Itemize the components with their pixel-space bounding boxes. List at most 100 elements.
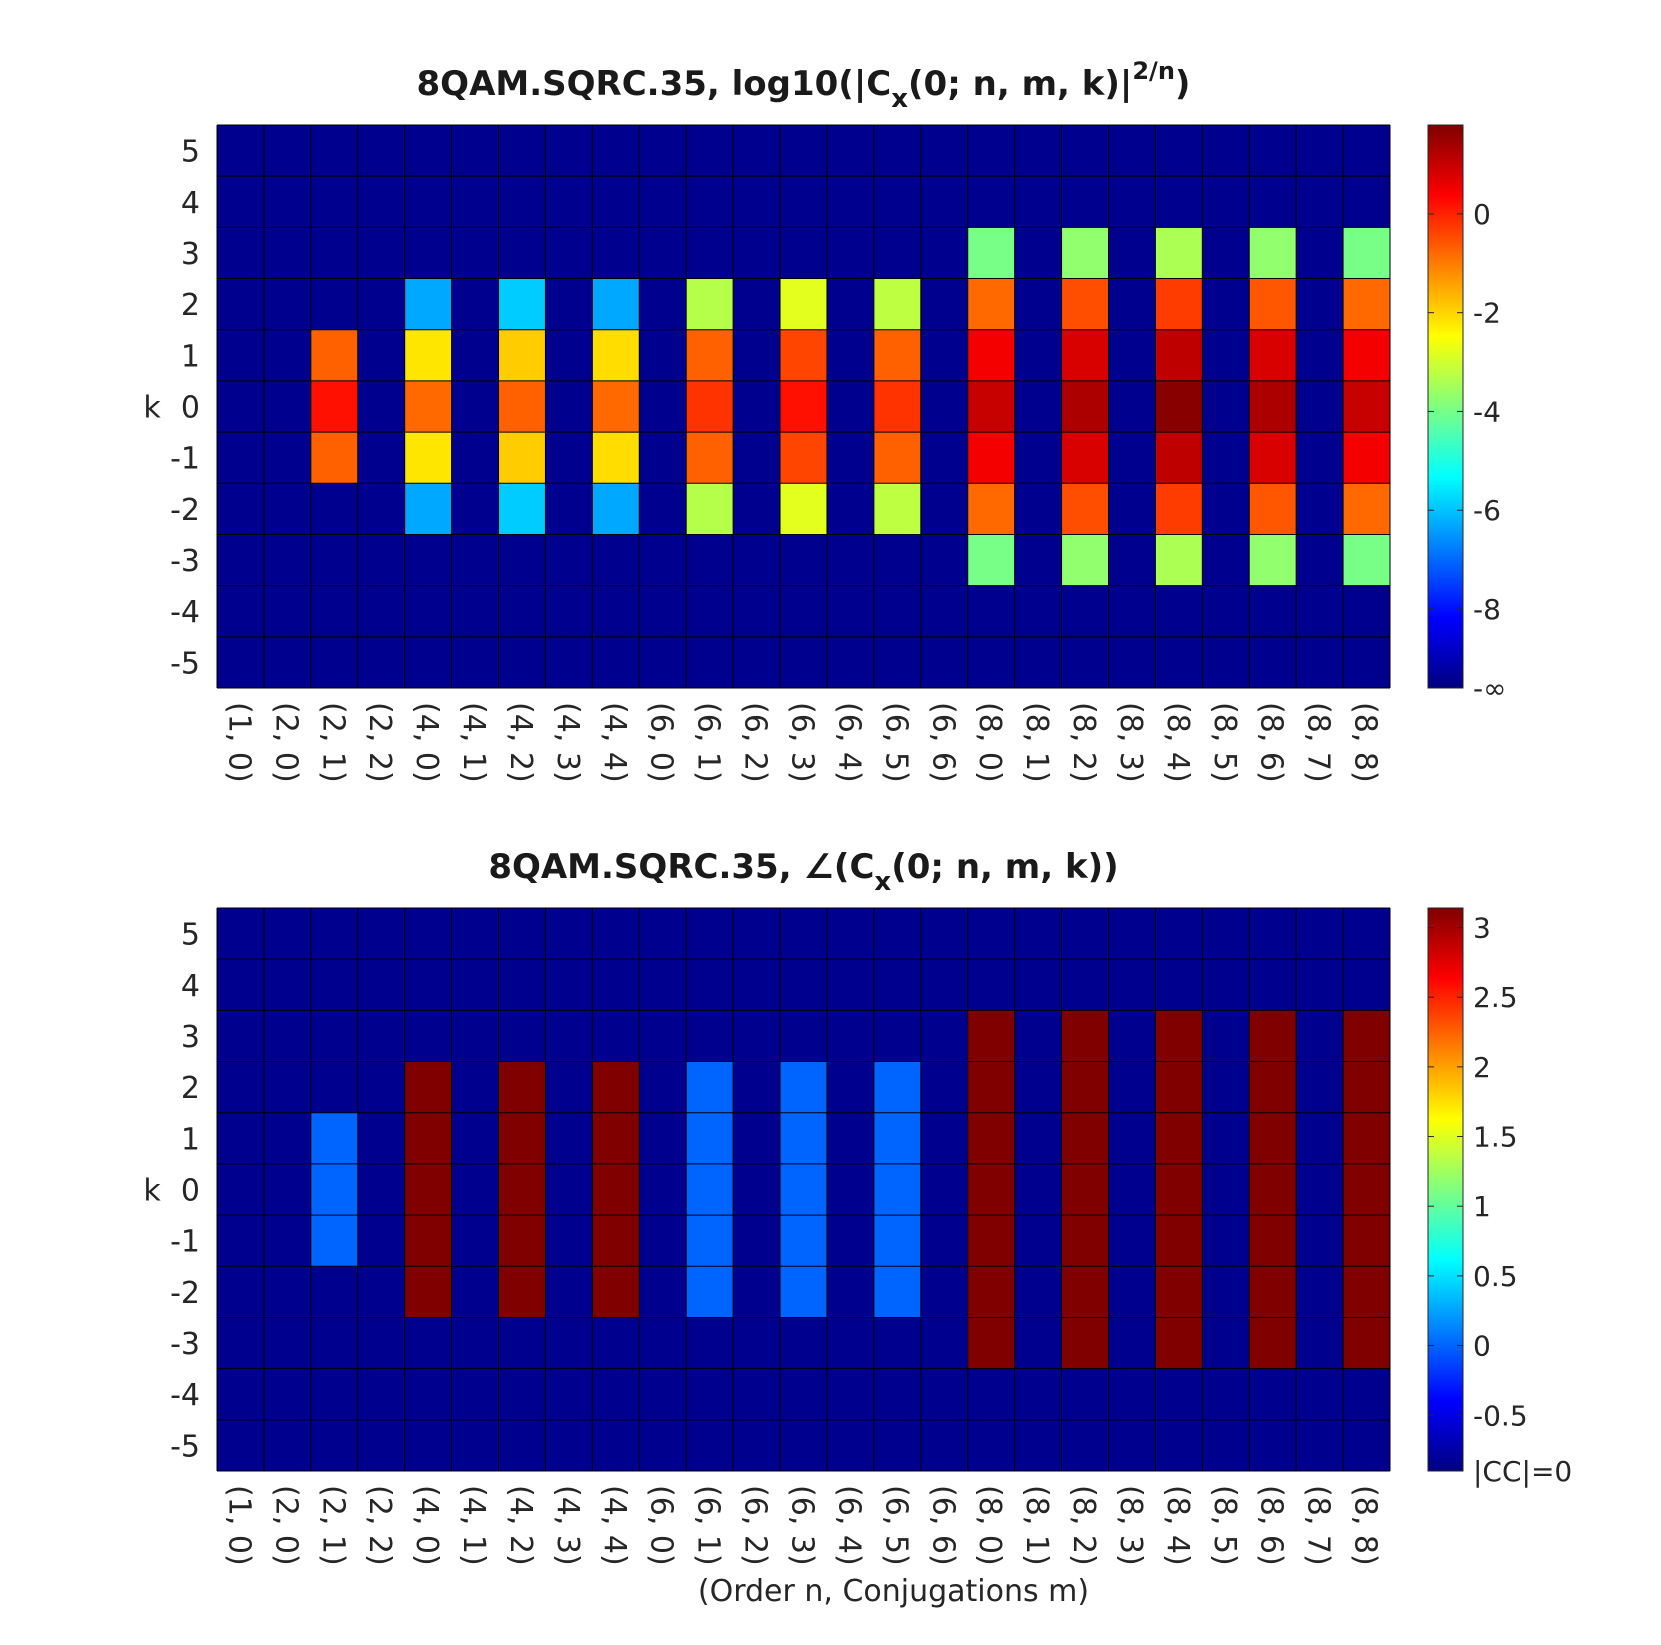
colorbar-tick-label: 0.5 xyxy=(1473,1260,1518,1293)
heatmap-cell xyxy=(1249,483,1297,535)
heatmap-cell xyxy=(1061,329,1109,381)
colorbar-tick-label: 3 xyxy=(1473,912,1491,945)
heatmap-cell xyxy=(1061,534,1109,586)
heatmap-cell xyxy=(1061,1010,1109,1062)
x-tick-label: (2, 2) xyxy=(362,1485,397,1566)
heatmap-cell xyxy=(1249,227,1297,279)
y-tick-label: -2 xyxy=(170,493,200,528)
x-tick-label: (6, 2) xyxy=(738,702,773,783)
x-tick-label: (6, 6) xyxy=(925,702,960,783)
heatmap-cell xyxy=(1343,1266,1390,1318)
heatmap-cell xyxy=(1249,1112,1297,1164)
y-tick-label: -4 xyxy=(170,1378,200,1413)
x-tick-label: (8, 3) xyxy=(1113,702,1148,783)
heatmap-cell xyxy=(967,227,1015,279)
colorbar-tick-label: 2 xyxy=(1473,1051,1491,1084)
y-tick-label: 2 xyxy=(181,1071,200,1106)
heatmap-cell xyxy=(592,483,640,535)
heatmap-cell xyxy=(498,1215,546,1267)
heatmap-cell xyxy=(404,1215,452,1267)
x-tick-label: (4, 1) xyxy=(456,1485,491,1566)
x-tick-label: (2, 0) xyxy=(268,1485,303,1566)
heatmap-cell xyxy=(686,483,734,535)
heatmap-cell xyxy=(592,380,640,433)
heatmap-cell xyxy=(404,278,452,330)
heatmap-cell xyxy=(404,380,452,433)
heatmap-cell xyxy=(686,1061,734,1113)
heatmap-cell xyxy=(873,432,921,484)
heatmap-cell xyxy=(686,432,734,484)
y-tick-label: 4 xyxy=(181,969,200,1004)
heatmap-cell xyxy=(967,1061,1015,1113)
heatmap-cell xyxy=(967,380,1015,433)
x-tick-label: (6, 1) xyxy=(691,702,726,783)
heatmap-cell xyxy=(1249,278,1297,330)
colorbar-tick-label: 0 xyxy=(1473,198,1491,231)
x-tick-label: (1, 0) xyxy=(221,1485,256,1566)
y-tick-label: 5 xyxy=(181,918,200,953)
colorbar-tick-label: 2.5 xyxy=(1473,981,1518,1014)
x-tick-label: (8, 5) xyxy=(1207,1485,1242,1566)
x-tick-label: (6, 2) xyxy=(738,1485,773,1566)
heatmap-cell xyxy=(967,1215,1015,1267)
heatmap-cell xyxy=(780,1061,827,1113)
heatmap-cell xyxy=(967,1317,1015,1369)
heatmap-cell xyxy=(1343,1061,1390,1113)
y-tick-label: -1 xyxy=(170,442,200,477)
heatmap-cell xyxy=(967,329,1015,381)
x-tick-label: (8, 4) xyxy=(1160,702,1195,783)
heatmap-cell xyxy=(498,483,546,535)
colorbar xyxy=(1427,124,1464,689)
heatmap-cell xyxy=(1249,1163,1297,1216)
heatmap-cell xyxy=(1249,1215,1297,1267)
heatmap-cell xyxy=(967,1163,1015,1216)
x-axis-label: (Order n, Conjugations m) xyxy=(698,1574,1089,1609)
heatmap-cell xyxy=(1061,1163,1109,1216)
heatmap-cell xyxy=(1061,483,1109,535)
heatmap-cell xyxy=(1061,278,1109,330)
heatmap-cell xyxy=(873,1112,921,1164)
heatmap-cell xyxy=(686,329,734,381)
heatmap-cell xyxy=(310,1112,358,1164)
heatmap-cell xyxy=(592,1163,640,1216)
heatmap-cell xyxy=(1249,380,1297,433)
heatmap-cell xyxy=(780,1215,827,1267)
heatmap-panel-1: 8QAM.SQRC.35, log10(|Cx(0; n, m, k)|2/n)… xyxy=(143,57,1506,783)
heatmap-cell xyxy=(1155,227,1203,279)
y-tick-label: -1 xyxy=(170,1225,200,1260)
y-tick-label: -2 xyxy=(170,1276,200,1311)
x-tick-label: (4, 3) xyxy=(550,1485,585,1566)
y-tick-label: 0 xyxy=(181,391,200,426)
heatmap-cell xyxy=(592,432,640,484)
heatmap-cell xyxy=(1155,1112,1203,1164)
x-tick-label: (2, 2) xyxy=(362,702,397,783)
heatmap-cell xyxy=(780,483,827,535)
heatmap-cell xyxy=(1061,1061,1109,1113)
heatmap-cell xyxy=(1249,1317,1297,1369)
colorbar-tick-label: 0 xyxy=(1473,1330,1491,1363)
heatmap-cell xyxy=(873,1061,921,1113)
x-tick-label: (8, 8) xyxy=(1348,1485,1383,1566)
heatmap-cell xyxy=(1155,534,1203,586)
heatmap-cell xyxy=(310,1163,358,1216)
x-tick-label: (4, 2) xyxy=(503,702,538,783)
y-tick-label: 0 xyxy=(181,1174,200,1209)
y-tick-label: -5 xyxy=(170,1429,200,1464)
y-axis-label: k xyxy=(143,1174,161,1209)
x-tick-label: (6, 3) xyxy=(785,1485,820,1566)
x-tick-label: (6, 5) xyxy=(878,702,913,783)
heatmap-cell xyxy=(1061,432,1109,484)
heatmap-cell xyxy=(780,1112,827,1164)
plots: 8QAM.SQRC.35, log10(|Cx(0; n, m, k)|2/n)… xyxy=(143,57,1572,1609)
heatmap-cell xyxy=(780,1266,827,1318)
heatmap-cell xyxy=(780,380,827,433)
heatmap-cell xyxy=(498,432,546,484)
colorbar-bottom-label: -∞ xyxy=(1473,672,1506,705)
heatmap-cell xyxy=(1155,1317,1203,1369)
heatmap-cell xyxy=(498,278,546,330)
heatmap-cell xyxy=(1249,1061,1297,1113)
heatmap-cell xyxy=(1343,483,1390,535)
heatmap-cell xyxy=(1343,1163,1390,1216)
x-tick-label: (2, 0) xyxy=(268,702,303,783)
heatmap-cell xyxy=(1061,1215,1109,1267)
